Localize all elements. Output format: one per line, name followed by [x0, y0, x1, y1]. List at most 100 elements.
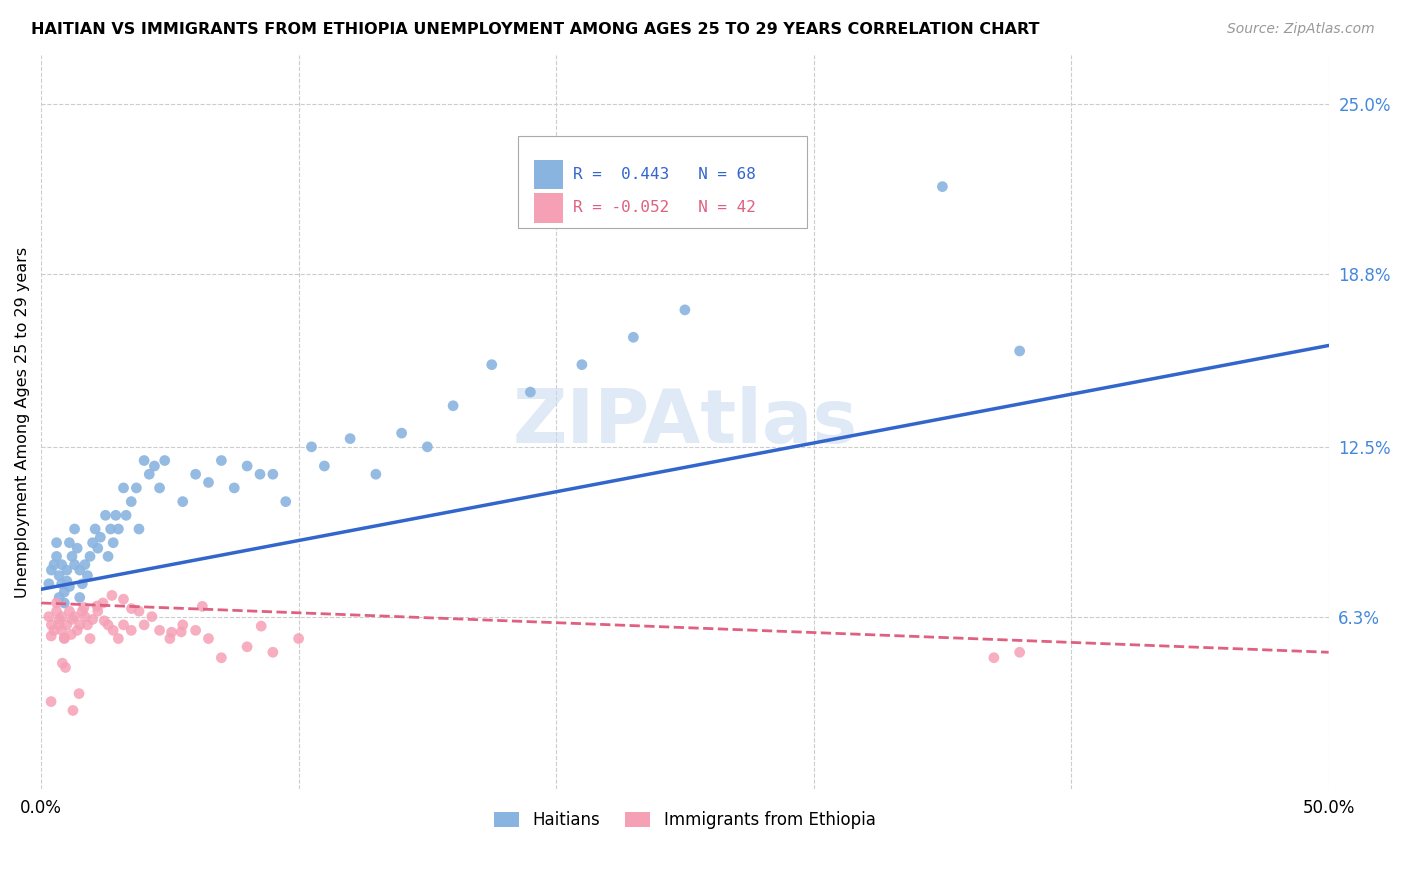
Point — [143, 458, 166, 473]
Point — [66, 624, 89, 638]
Point — [224, 481, 246, 495]
Point — [93, 614, 115, 628]
Point — [314, 458, 336, 473]
Point — [39, 629, 62, 643]
Text: R =  0.443   N = 68: R = 0.443 N = 68 — [572, 168, 756, 182]
Point — [931, 179, 953, 194]
Text: HAITIAN VS IMMIGRANTS FROM ETHIOPIA UNEMPLOYMENT AMONG AGES 25 TO 29 YEARS CORRE: HAITIAN VS IMMIGRANTS FROM ETHIOPIA UNEM… — [31, 22, 1039, 37]
Point — [42, 558, 65, 572]
Point — [87, 604, 110, 618]
Point — [53, 585, 76, 599]
Point — [63, 522, 86, 536]
Point — [73, 558, 96, 572]
Point — [184, 467, 207, 482]
Point — [120, 494, 142, 508]
Point — [481, 358, 503, 372]
Bar — [534, 160, 562, 189]
Point — [42, 624, 65, 638]
Point — [45, 535, 67, 549]
Point — [63, 558, 86, 572]
Point — [45, 549, 67, 564]
Point — [58, 535, 80, 549]
Point — [128, 604, 150, 618]
Y-axis label: Unemployment Among Ages 25 to 29 years: Unemployment Among Ages 25 to 29 years — [15, 246, 30, 598]
Point — [191, 599, 214, 614]
Point — [38, 609, 60, 624]
Bar — [534, 194, 562, 222]
Point — [41, 563, 63, 577]
Point — [209, 650, 232, 665]
Point — [97, 549, 120, 564]
Point — [56, 618, 79, 632]
Point — [364, 467, 387, 482]
Point — [125, 481, 148, 495]
Point — [72, 576, 94, 591]
Point — [121, 601, 143, 615]
Point — [53, 631, 76, 645]
Point — [103, 624, 125, 638]
Point — [441, 399, 464, 413]
Point — [159, 632, 181, 646]
Point — [89, 530, 111, 544]
Point — [132, 618, 155, 632]
Point — [63, 609, 86, 624]
Point — [86, 599, 108, 613]
Point — [236, 640, 259, 654]
Point — [60, 549, 83, 564]
Point — [170, 624, 193, 639]
Point — [983, 650, 1005, 665]
Point — [66, 541, 89, 556]
Point — [51, 609, 73, 624]
Point — [141, 609, 163, 624]
Point — [76, 618, 98, 632]
Text: Source: ZipAtlas.com: Source: ZipAtlas.com — [1227, 22, 1375, 37]
Point — [262, 645, 284, 659]
Point — [104, 508, 127, 523]
Point — [519, 385, 541, 400]
Point — [56, 574, 79, 588]
Point — [51, 558, 73, 572]
Point — [76, 568, 98, 582]
Point — [250, 619, 273, 633]
Point — [391, 426, 413, 441]
Point — [153, 453, 176, 467]
Point — [148, 481, 170, 495]
Point — [48, 591, 70, 605]
Point — [103, 535, 125, 549]
Point — [112, 618, 135, 632]
Point — [84, 522, 107, 536]
Point — [148, 624, 170, 638]
Point — [94, 508, 117, 523]
Point — [79, 549, 101, 564]
Point — [262, 467, 284, 482]
Point — [339, 432, 361, 446]
Legend: Haitians, Immigrants from Ethiopia: Haitians, Immigrants from Ethiopia — [488, 805, 882, 836]
Point — [73, 600, 96, 615]
Point — [101, 588, 124, 602]
Point — [132, 453, 155, 467]
Point — [58, 580, 80, 594]
Point — [287, 632, 309, 646]
Point — [236, 458, 259, 473]
Point — [51, 624, 73, 638]
Point — [209, 453, 232, 467]
Text: ZIPAtlas: ZIPAtlas — [512, 385, 858, 458]
Point — [100, 522, 122, 536]
Point — [107, 632, 129, 646]
Point — [45, 604, 67, 618]
Point — [160, 625, 183, 640]
Point — [184, 624, 207, 638]
Point — [673, 302, 696, 317]
Point — [197, 632, 219, 646]
Point — [73, 609, 96, 624]
Point — [91, 596, 114, 610]
Point — [53, 596, 76, 610]
Point — [51, 656, 73, 670]
Point — [301, 440, 323, 454]
Point — [55, 660, 77, 674]
Point — [172, 494, 194, 508]
Point — [107, 522, 129, 536]
Point — [571, 358, 593, 372]
Point — [1008, 343, 1031, 358]
Point — [48, 612, 70, 626]
